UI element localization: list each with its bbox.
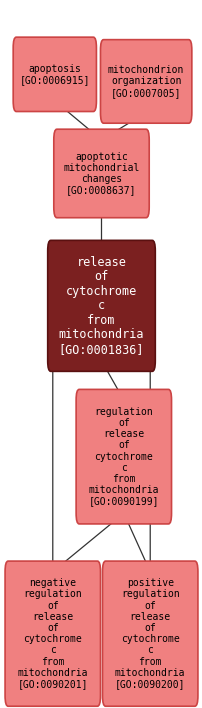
FancyBboxPatch shape (102, 561, 197, 707)
Text: regulation
of
release
of
cytochrome
c
from
mitochondria
[GO:0090199]: regulation of release of cytochrome c fr… (88, 407, 158, 506)
FancyBboxPatch shape (5, 561, 100, 707)
Text: release
of
cytochrome
c
from
mitochondria
[GO:0001836]: release of cytochrome c from mitochondri… (58, 256, 144, 356)
FancyBboxPatch shape (76, 389, 171, 524)
FancyBboxPatch shape (100, 40, 191, 123)
FancyBboxPatch shape (13, 37, 96, 111)
Text: positive
regulation
of
release
of
cytochrome
c
from
mitochondria
[GO:0090200]: positive regulation of release of cytoch… (114, 578, 185, 689)
Text: mitochondrion
organization
[GO:0007005]: mitochondrion organization [GO:0007005] (107, 65, 183, 98)
Text: apoptotic
mitochondrial
changes
[GO:0008637]: apoptotic mitochondrial changes [GO:0008… (63, 152, 139, 195)
Text: apoptosis
[GO:0006915]: apoptosis [GO:0006915] (19, 64, 90, 85)
Text: negative
regulation
of
release
of
cytochrome
c
from
mitochondria
[GO:0090201]: negative regulation of release of cytoch… (17, 578, 88, 689)
FancyBboxPatch shape (54, 130, 148, 218)
FancyBboxPatch shape (47, 241, 155, 372)
